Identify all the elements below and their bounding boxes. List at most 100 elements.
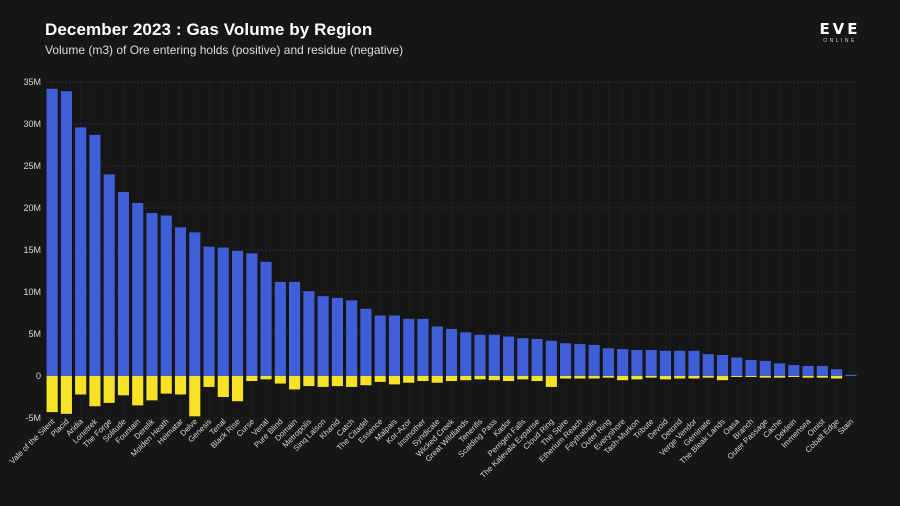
bar-negative xyxy=(788,376,800,377)
bar-positive xyxy=(502,336,515,376)
bar-negative xyxy=(117,376,130,396)
bar-negative xyxy=(474,376,486,380)
bar-negative xyxy=(331,376,343,387)
eve-online-logo: EVE ONLINE xyxy=(812,22,868,50)
bar-positive xyxy=(203,246,215,376)
bar-positive xyxy=(474,334,486,376)
bar-positive xyxy=(189,232,201,376)
bar-negative xyxy=(174,376,187,395)
y-tick-label: 0 xyxy=(36,371,41,381)
bar-positive xyxy=(602,348,614,376)
bar-negative xyxy=(502,376,515,382)
bar-positive xyxy=(274,281,286,376)
bar-negative xyxy=(731,376,743,377)
bar-positive xyxy=(745,360,757,376)
bar-positive xyxy=(388,315,401,376)
bar-negative xyxy=(560,376,572,379)
bar-negative xyxy=(160,376,172,394)
bar-positive xyxy=(802,365,814,376)
bar-positive xyxy=(346,300,358,376)
bar-negative xyxy=(374,376,386,382)
bar-negative xyxy=(759,376,771,378)
chart-subtitle: Volume (m3) of Ore entering holds (posit… xyxy=(45,43,404,57)
bar-positive xyxy=(331,297,343,376)
x-tick-label: Stain xyxy=(836,417,855,436)
bar-positive xyxy=(845,374,857,376)
bar-negative xyxy=(46,376,58,413)
bar-negative xyxy=(659,376,672,380)
bar-positive xyxy=(60,91,72,377)
bar-positive xyxy=(374,315,386,376)
bar-negative xyxy=(388,376,401,385)
bar-negative xyxy=(132,376,144,406)
y-tick-label: 30M xyxy=(23,119,41,129)
bar-negative xyxy=(431,376,443,383)
bar-positive xyxy=(788,365,800,376)
bar-negative xyxy=(146,376,158,401)
bar-positive xyxy=(160,215,172,376)
bar-positive xyxy=(217,247,229,376)
bar-negative xyxy=(103,376,115,403)
bar-negative xyxy=(517,376,529,380)
bar-positive xyxy=(417,318,429,376)
y-tick-label: 35M xyxy=(23,77,41,87)
bar-positive xyxy=(659,350,672,376)
bar-negative xyxy=(588,376,600,379)
bar-positive xyxy=(89,134,101,376)
bar-positive xyxy=(445,328,458,376)
bar-negative xyxy=(617,376,629,381)
x-tick-label: Vale of the Silent xyxy=(8,417,57,466)
bar-negative xyxy=(702,376,714,378)
bar-negative xyxy=(773,376,786,378)
bar-negative xyxy=(602,376,614,378)
bar-negative xyxy=(631,376,643,380)
y-tick-label: 25M xyxy=(23,161,41,171)
bar-positive xyxy=(731,357,743,376)
bar-negative xyxy=(531,376,543,382)
bar-positive xyxy=(831,369,843,376)
bar-positive xyxy=(260,261,272,376)
bar-negative xyxy=(89,376,101,407)
bar-positive xyxy=(46,88,58,376)
bar-positive xyxy=(246,253,258,376)
bar-negative xyxy=(545,376,557,387)
bar-negative xyxy=(189,376,201,417)
bar-negative xyxy=(460,376,472,381)
bar-positive xyxy=(174,227,187,376)
bar-negative xyxy=(831,376,843,379)
y-tick-label: 10M xyxy=(23,287,41,297)
bar-negative xyxy=(574,376,586,379)
bar-negative xyxy=(445,376,458,382)
bar-positive xyxy=(588,344,600,376)
bar-positive xyxy=(403,318,415,376)
logo-sub-text: ONLINE xyxy=(823,38,857,44)
bar-positive xyxy=(531,339,543,376)
logo-main-text: EVE xyxy=(819,20,861,38)
bar-negative xyxy=(688,376,700,379)
chart-title: December 2023 : Gas Volume by Region xyxy=(45,20,373,39)
bar-positive xyxy=(460,332,472,376)
bar-negative xyxy=(403,376,415,383)
bar-positive xyxy=(545,340,557,376)
bar-negative xyxy=(488,376,500,381)
y-tick-label: 5M xyxy=(28,329,41,339)
bar-negative xyxy=(346,376,358,387)
bar-positive xyxy=(617,349,629,376)
bar-positive xyxy=(816,365,828,376)
bar-negative xyxy=(816,376,828,378)
bar-positive xyxy=(317,296,329,376)
bar-positive xyxy=(303,291,315,376)
bar-positive xyxy=(688,350,700,376)
bar-negative xyxy=(217,376,229,397)
bar-positive xyxy=(75,127,87,376)
bar-positive xyxy=(517,338,529,376)
bar-positive xyxy=(231,250,244,376)
bar-negative xyxy=(745,376,757,377)
bar-negative xyxy=(716,376,729,381)
bar-negative xyxy=(674,376,686,379)
bar-positive xyxy=(716,355,729,376)
bar-positive xyxy=(759,360,771,376)
bar-positive xyxy=(488,334,500,376)
bar-negative xyxy=(360,376,372,386)
